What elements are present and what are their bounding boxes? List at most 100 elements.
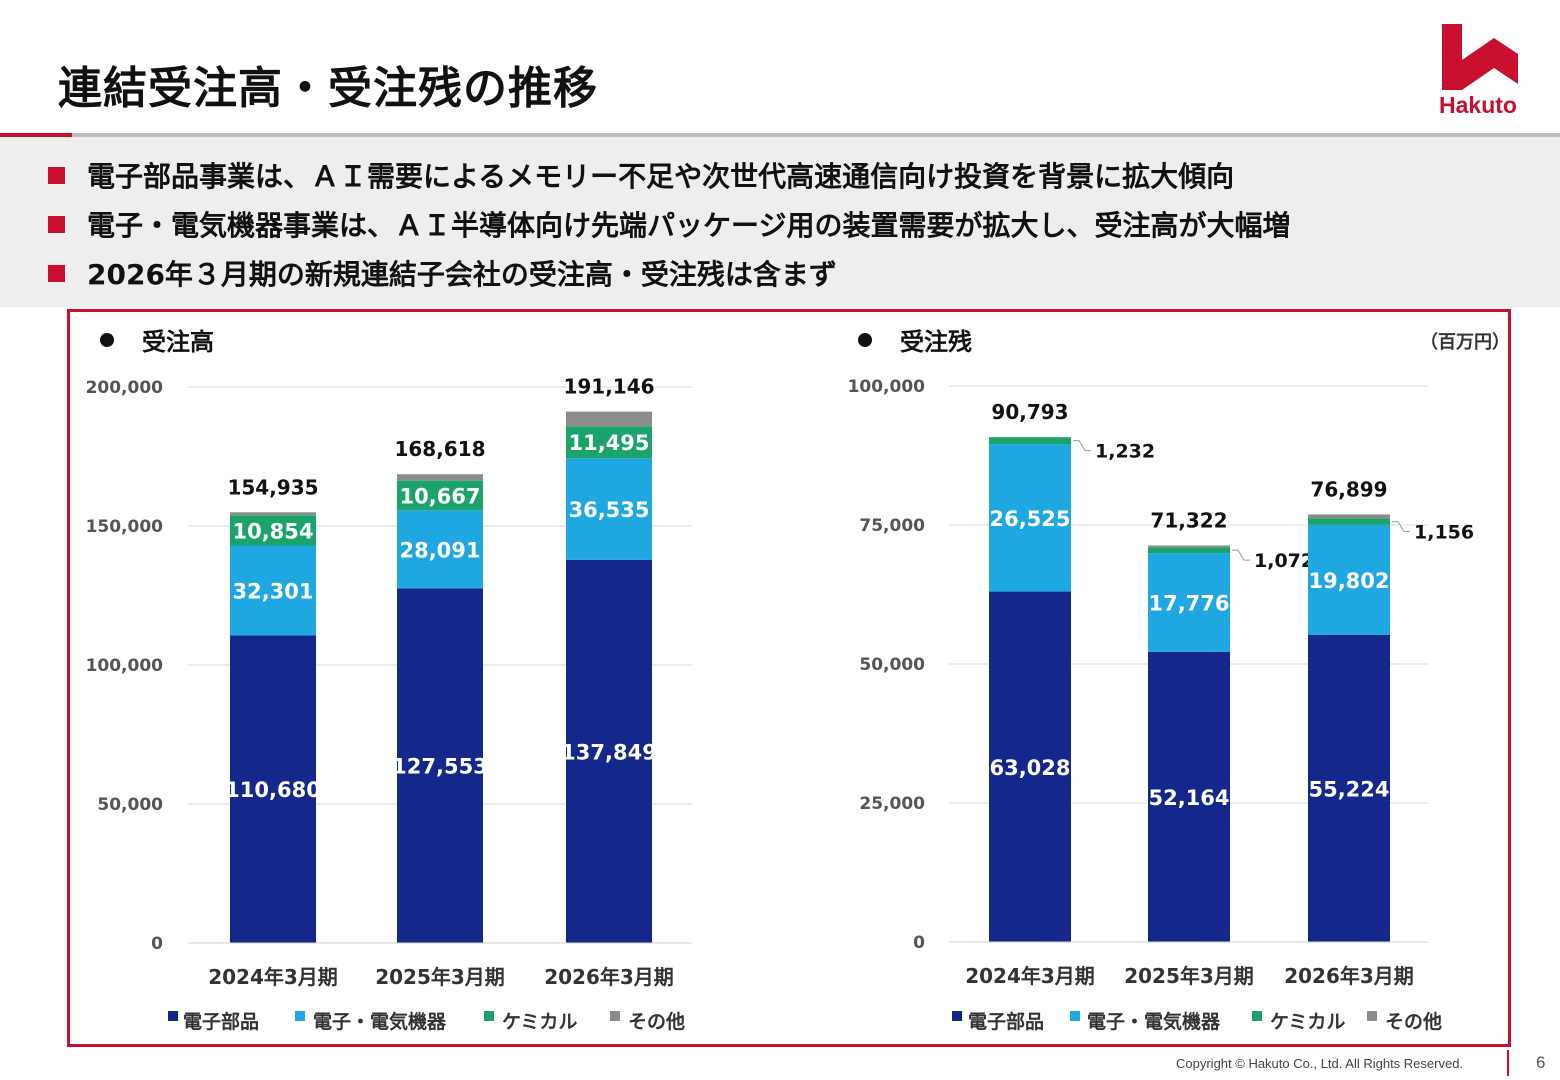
callout-label: 1,156 (1414, 522, 1474, 544)
bullet-square-icon (48, 166, 65, 184)
bar-segment (566, 458, 652, 560)
legend-swatch (295, 1011, 305, 1021)
y-tick-label: 200,000 (86, 378, 164, 398)
chart-heading-orders: 受注高 (100, 322, 214, 357)
data-label: 26,525 (989, 507, 1070, 531)
y-tick-label: 75,000 (859, 516, 925, 536)
bullet-dot-icon (858, 332, 872, 347)
legend-swatch (484, 1011, 494, 1021)
bullet-text: 電子・電気機器事業は、ＡＩ半導体向け先端パッケージ用の装置需要が拡大し、受注高が… (87, 209, 1291, 242)
chart-frame (67, 309, 1511, 1047)
y-tick-label: 150,000 (86, 517, 164, 537)
data-label: 10,667 (399, 484, 480, 508)
logo-text: Hakuto (1439, 92, 1517, 118)
data-label: 19,802 (1308, 569, 1389, 593)
legend-label: その他 (628, 1010, 685, 1033)
bar-segment (1308, 518, 1390, 525)
bullet-text: 2026年３月期の新規連結子会社の受注高・受注残は含まず (87, 258, 837, 291)
callout-leader (1073, 440, 1091, 452)
legend-swatch (1070, 1011, 1080, 1021)
summary-bullets: 電子部品事業は、ＡＩ需要によるメモリー不足や次世代高速通信向け投資を背景に拡大傾… (0, 137, 1560, 307)
page-number: 6 (1536, 1053, 1546, 1072)
bar-segment (1308, 514, 1390, 519)
bar-segment (1308, 524, 1390, 635)
data-label: 137,849 (561, 740, 657, 764)
legend-swatch (1252, 1011, 1262, 1021)
bar-segment (1148, 553, 1230, 652)
x-category-label: 2026年3月期 (544, 965, 674, 989)
y-tick-label: 0 (913, 933, 925, 953)
y-tick-label: 25,000 (859, 794, 925, 814)
bar-segment (397, 588, 483, 943)
total-label: 76,899 (1310, 477, 1387, 501)
bullet-item: 電子・電気機器事業は、ＡＩ半導体向け先端パッケージ用の装置需要が拡大し、受注高が… (48, 204, 1290, 244)
bar-segment (230, 512, 316, 516)
bar-segment (1308, 634, 1390, 942)
data-label: 110,680 (225, 778, 321, 802)
hakuto-logo-icon (1442, 24, 1518, 90)
bar-segment (566, 559, 652, 943)
header-divider (0, 133, 1560, 137)
bar-segment (1148, 547, 1230, 554)
legend-label: ケミカル (502, 1011, 577, 1033)
x-category-label: 2024年3月期 (208, 965, 338, 989)
bar-segment (230, 635, 316, 943)
copyright: Copyright © Hakuto Co., Ltd. All Rights … (1176, 1056, 1464, 1071)
bullet-square-icon (48, 215, 65, 233)
data-label: 11,495 (568, 431, 649, 455)
x-category-label: 2024年3月期 (965, 964, 1095, 988)
unit-label: （百万円） (1420, 332, 1510, 353)
bar-segment (566, 411, 652, 427)
legend-label: その他 (1385, 1010, 1442, 1033)
page-title: 連結受注高・受注残の推移 (58, 63, 598, 114)
y-tick-label: 50,000 (859, 655, 925, 675)
legend-label: 電子部品 (183, 1010, 259, 1033)
callout-leader (1392, 521, 1410, 533)
x-category-label: 2025年3月期 (375, 965, 505, 989)
bar-segment (989, 444, 1071, 592)
bar-segment (989, 437, 1071, 445)
y-tick-label: 100,000 (86, 656, 164, 676)
legend-swatch (1367, 1011, 1377, 1021)
data-label: 10,854 (232, 519, 313, 543)
total-label: 71,322 (1150, 508, 1227, 532)
y-tick-label: 0 (151, 934, 163, 954)
legend-swatch (610, 1011, 620, 1021)
legend-label: 電子・電気機器 (1087, 1010, 1221, 1033)
bar-segment (230, 545, 316, 636)
header-divider-accent (0, 133, 72, 137)
data-label: 55,224 (1308, 777, 1389, 801)
bullet-text: 電子部品事業は、ＡＩ需要によるメモリー不足や次世代高速通信向け投資を背景に拡大傾… (87, 160, 1235, 193)
x-category-label: 2026年3月期 (1284, 964, 1414, 988)
data-label: 32,301 (232, 579, 313, 603)
callout-label: 1,072 (1254, 550, 1314, 572)
total-label: 168,618 (394, 437, 485, 461)
legend-label: 電子・電気機器 (313, 1010, 447, 1033)
total-label: 191,146 (563, 375, 654, 399)
bar-segment (397, 474, 483, 481)
y-tick-label: 50,000 (97, 795, 163, 815)
data-label: 63,028 (989, 756, 1070, 780)
data-label: 17,776 (1148, 592, 1229, 616)
bar-segment (989, 591, 1071, 942)
bullet-item: 2026年３月期の新規連結子会社の受注高・受注残は含まず (48, 253, 837, 293)
chart-heading-backlog: 受注残 (858, 322, 972, 357)
bar-segment (566, 426, 652, 459)
data-label: 52,164 (1148, 786, 1229, 810)
bullet-square-icon (48, 264, 65, 282)
y-tick-label: 100,000 (848, 377, 926, 397)
legend-swatch (168, 1011, 178, 1021)
bar-segment (230, 515, 316, 546)
data-label: 36,535 (568, 498, 649, 522)
legend-label: 電子部品 (968, 1010, 1044, 1033)
legend-label: ケミカル (1270, 1011, 1345, 1033)
x-category-label: 2025年3月期 (1124, 964, 1254, 988)
footer-divider (1507, 1050, 1509, 1076)
total-label: 90,793 (991, 400, 1068, 424)
callout-leader (1232, 549, 1250, 561)
chart-title: 受注残 (900, 328, 972, 356)
bar-segment (1148, 545, 1230, 548)
bar-segment (397, 480, 483, 511)
bar-segment (397, 510, 483, 589)
